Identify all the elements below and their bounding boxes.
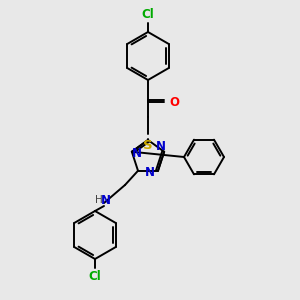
Text: Cl: Cl [142, 8, 154, 21]
Text: Cl: Cl [88, 270, 101, 283]
Text: N: N [145, 166, 155, 179]
Text: N: N [132, 147, 142, 160]
Text: N: N [156, 140, 166, 153]
Text: H: H [95, 195, 103, 205]
Text: O: O [169, 95, 179, 109]
Text: N: N [101, 194, 111, 206]
Text: S: S [143, 139, 153, 152]
